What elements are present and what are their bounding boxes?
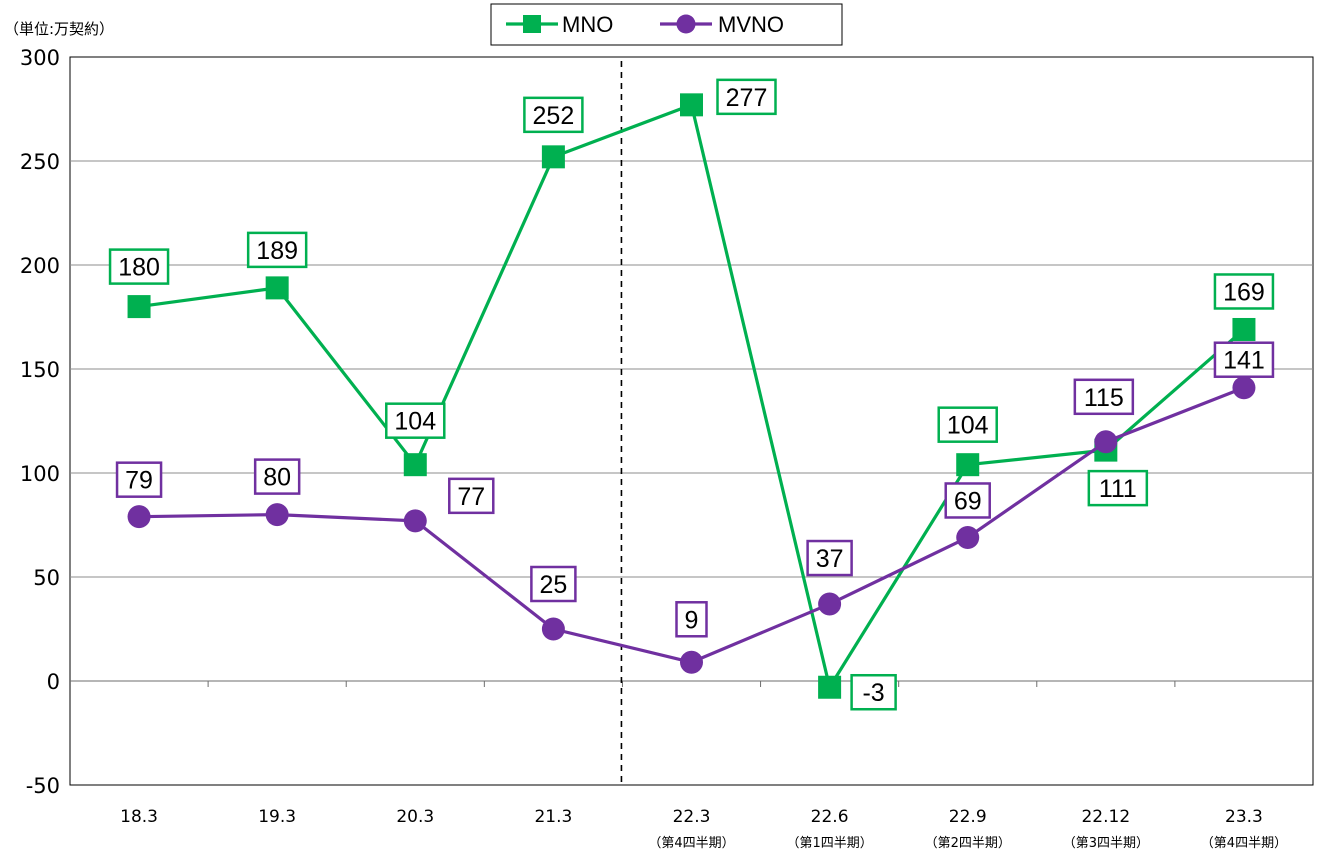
- series-layer: [127, 93, 1256, 699]
- x-category-label: 18.3: [120, 807, 158, 827]
- legend-mno-marker: [523, 15, 541, 33]
- data-labels: 180 189 104 252 277 -3 104 111 169 79 80 77 25 9 37 69 1…: [108, 78, 1275, 711]
- y-axis: -50 0 50 100 150 200 250 300: [20, 46, 60, 798]
- y-tick-label: 100: [20, 462, 60, 486]
- mvno-data-label-box: [530, 565, 577, 603]
- x-category-label: 20.3: [396, 807, 434, 827]
- mno-data-label: 169: [1223, 278, 1265, 306]
- x-category-sublabel: （第3四半期）: [1063, 836, 1149, 851]
- mno-marker: [541, 145, 565, 169]
- mno-data-label: 104: [394, 408, 436, 436]
- x-axis: 18.3 19.3 20.3 21.3 22.3 （第4四半期） 22.6 （第1四半期） 22…: [70, 680, 1313, 851]
- mvno-marker: [541, 617, 565, 641]
- mno-marker: [956, 453, 980, 477]
- y-tick-label: 250: [20, 150, 60, 174]
- mno-marker: [127, 295, 151, 319]
- mno-data-label: 180: [118, 254, 160, 282]
- mvno-data-label: 115: [1084, 384, 1124, 412]
- mvno-data-label-box: [806, 539, 853, 577]
- mvno-data-label: 37: [816, 545, 844, 573]
- mno-data-label-box: [108, 248, 170, 285]
- legend-mvno-marker: [676, 14, 696, 34]
- mvno-data-label-box: [675, 601, 708, 638]
- mno-data-label: 252: [533, 102, 575, 130]
- mno-data-label-box: [523, 96, 584, 134]
- mvno-data-label-box: [1073, 378, 1135, 416]
- mvno-marker: [680, 650, 703, 674]
- mvno-marker: [1232, 376, 1256, 400]
- mvno-data-label-box: [944, 482, 991, 519]
- mvno-data-label: 25: [539, 571, 567, 599]
- mvno-data-label-box: [115, 461, 163, 498]
- legend: MNO MVNO: [490, 3, 843, 46]
- mno-data-label-box: [937, 406, 998, 443]
- mno-data-label-box: [385, 402, 446, 439]
- mvno-data-label: 79: [125, 467, 153, 495]
- x-category-label: 19.3: [258, 807, 296, 827]
- mvno-data-label: 9: [685, 606, 699, 634]
- mno-data-label: 104: [947, 412, 989, 440]
- mvno-data-label-box: [253, 458, 301, 495]
- mno-data-label-box: [850, 673, 897, 711]
- mno-data-label-box: [1087, 469, 1149, 507]
- mno-data-label: 277: [726, 84, 768, 112]
- x-category-sublabel: （第2四半期）: [925, 836, 1011, 851]
- mno-data-label: 189: [256, 237, 298, 265]
- x-category-label: 22.9: [949, 807, 987, 827]
- gridlines: [69, 56, 1314, 786]
- mvno-data-label-box: [448, 477, 495, 515]
- y-tick-label: 50: [33, 566, 60, 590]
- mno-marker: [818, 675, 842, 699]
- x-category-sublabel: （第4四半期）: [1201, 836, 1287, 851]
- mvno-data-label: 69: [954, 487, 982, 515]
- mno-data-label: 111: [1099, 475, 1137, 503]
- mvno-data-label-box: [1213, 341, 1275, 378]
- y-tick-label: 200: [20, 254, 60, 278]
- x-category-sublabel: （第4四半期）: [648, 836, 734, 851]
- y-tick-label: -50: [26, 774, 60, 798]
- legend-mvno-label: MVNO: [718, 12, 784, 37]
- y-tick-label: 0: [47, 670, 60, 694]
- mvno-data-label: 80: [263, 464, 291, 492]
- mno-marker: [403, 453, 427, 477]
- y-tick-label: 300: [20, 46, 60, 70]
- x-category-label: 23.3: [1225, 807, 1263, 827]
- unit-label: （単位:万契約）: [4, 20, 114, 38]
- mno-data-label-box: [716, 78, 777, 116]
- mvno-marker: [127, 505, 151, 529]
- mvno-marker: [818, 592, 842, 616]
- mvno-data-label: 141: [1223, 347, 1265, 375]
- mvno-data-label: 77: [457, 483, 485, 511]
- legend-mno-label: MNO: [562, 12, 613, 37]
- mno-marker: [265, 276, 289, 300]
- mno-marker: [680, 93, 703, 117]
- y-tick-label: 150: [20, 358, 60, 382]
- mno-data-label-box: [246, 231, 308, 269]
- plot-frame: [69, 56, 1314, 786]
- mvno-marker: [403, 509, 427, 533]
- x-category-label: 21.3: [534, 807, 572, 827]
- x-category-sublabel: （第1四半期）: [786, 836, 872, 851]
- mno-marker: [1232, 317, 1256, 341]
- x-category-label: 22.3: [673, 807, 711, 827]
- mvno-marker: [265, 503, 289, 527]
- mvno-marker: [956, 525, 980, 549]
- mno-data-label: -3: [862, 679, 884, 707]
- x-category-label: 22.6: [811, 807, 849, 827]
- x-category-label: 22.12: [1081, 807, 1130, 827]
- mvno-marker: [1094, 430, 1118, 454]
- mno-data-label-box: [1213, 273, 1275, 310]
